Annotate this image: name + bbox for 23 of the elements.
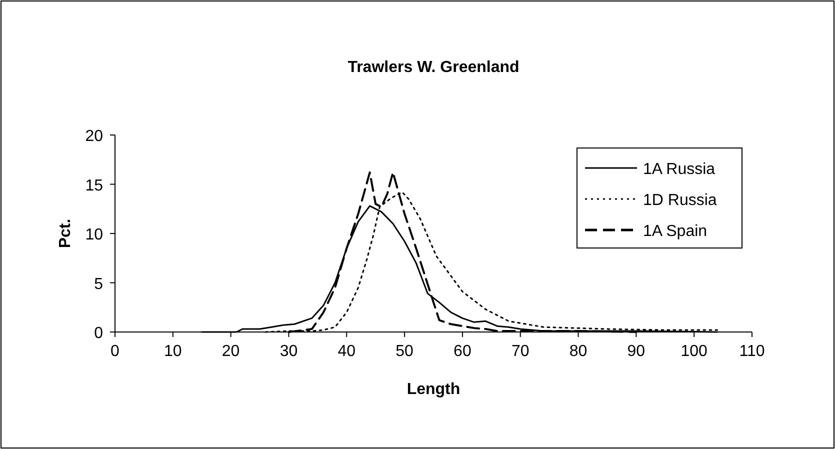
y-tick-label: 5 <box>94 276 104 293</box>
x-tick-label: 70 <box>511 343 530 360</box>
x-tick-label: 80 <box>569 343 588 360</box>
x-tick-label: 20 <box>222 343 240 360</box>
y-tick-label: 10 <box>85 226 104 244</box>
x-tick-label: 90 <box>627 343 646 360</box>
x-tick-label: 50 <box>396 343 414 360</box>
y-tick-label: 15 <box>85 177 104 194</box>
chart-title: Trawlers W. Greenland <box>348 59 520 76</box>
legend-label: 1A Russia <box>643 161 716 178</box>
y-tick-label: 0 <box>94 325 104 342</box>
x-tick-label: 10 <box>164 343 182 360</box>
x-tick-label: 30 <box>280 343 298 360</box>
x-tick-label: 100 <box>680 343 708 360</box>
x-tick-label: 110 <box>739 343 765 360</box>
x-tick-label: 40 <box>338 343 356 360</box>
y-tick-label: 20 <box>85 128 104 145</box>
x-axis-title: Length <box>406 381 460 398</box>
legend-label: 1A Spain <box>643 223 708 240</box>
x-tick-label: 60 <box>454 343 472 360</box>
y-axis-title: Pct. <box>57 218 74 248</box>
legend-label: 1D Russia <box>643 192 717 209</box>
x-tick-label: 0 <box>110 343 120 360</box>
